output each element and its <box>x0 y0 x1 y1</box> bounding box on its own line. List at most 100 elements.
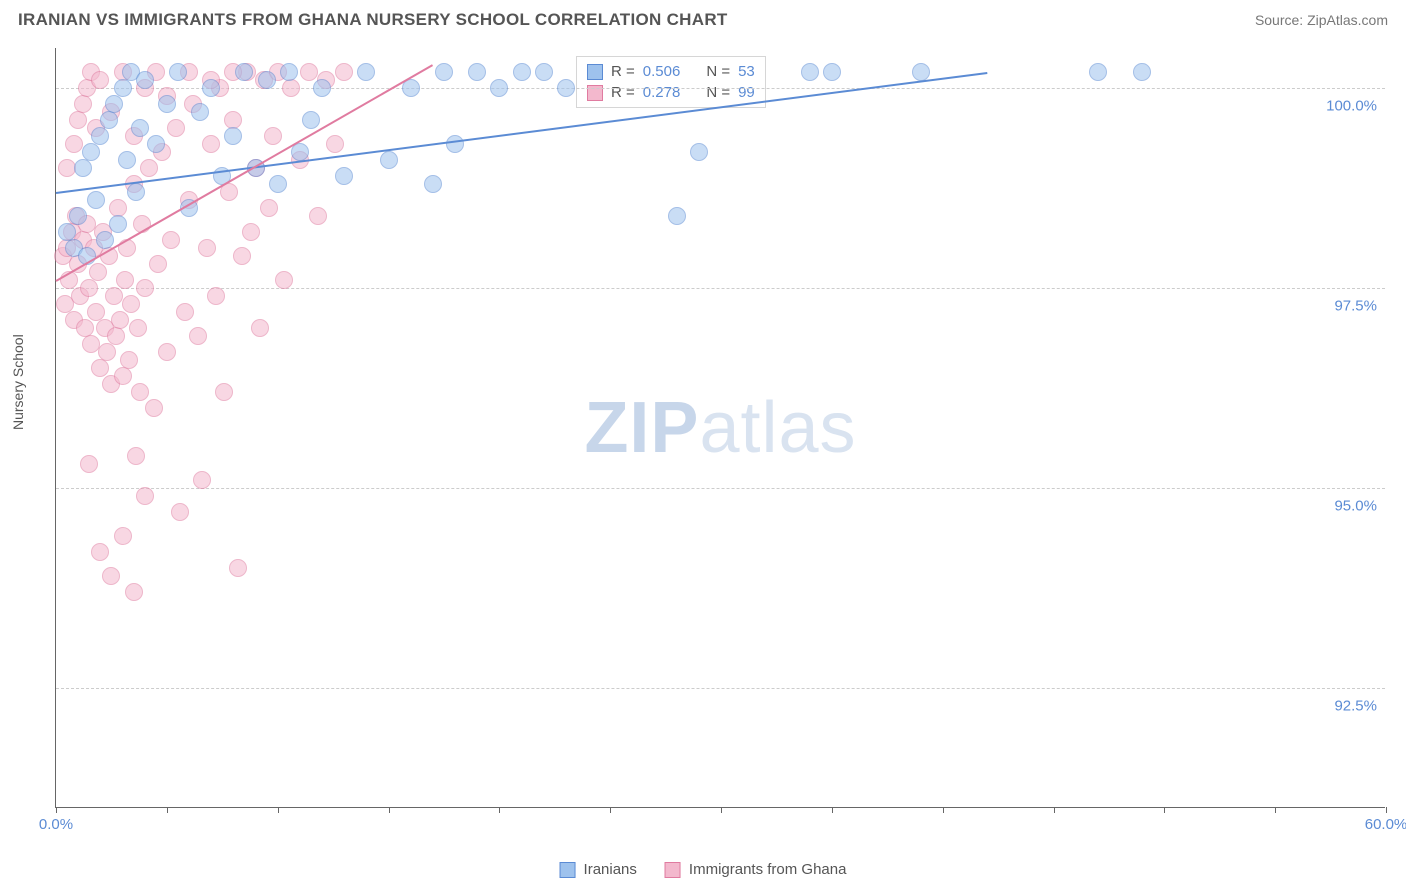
scatter-point <box>125 583 143 601</box>
scatter-point <box>235 63 253 81</box>
scatter-point <box>65 135 83 153</box>
r-label: R = <box>611 63 635 80</box>
scatter-point <box>309 207 327 225</box>
scatter-point <box>149 255 167 273</box>
swatch-icon <box>665 862 681 878</box>
gridline <box>56 288 1385 289</box>
scatter-point <box>380 151 398 169</box>
chart-header: IRANIAN VS IMMIGRANTS FROM GHANA NURSERY… <box>0 0 1406 38</box>
scatter-point <box>114 79 132 97</box>
scatter-point <box>269 175 287 193</box>
swatch-icon <box>587 85 603 101</box>
x-tick <box>832 807 833 813</box>
scatter-point <box>158 343 176 361</box>
scatter-point <box>435 63 453 81</box>
scatter-point <box>215 383 233 401</box>
scatter-point <box>129 319 147 337</box>
scatter-point <box>260 199 278 217</box>
scatter-point <box>118 151 136 169</box>
scatter-point <box>87 191 105 209</box>
x-tick <box>1386 807 1387 813</box>
scatter-point <box>823 63 841 81</box>
legend-item-ghana: Immigrants from Ghana <box>665 861 847 878</box>
scatter-point <box>690 143 708 161</box>
x-tick <box>167 807 168 813</box>
scatter-point <box>229 559 247 577</box>
r-label: R = <box>611 84 635 101</box>
scatter-point <box>107 327 125 345</box>
scatter-point <box>69 111 87 129</box>
n-value: 53 <box>738 63 755 80</box>
y-tick-label: 92.5% <box>1334 698 1377 715</box>
scatter-point <box>275 271 293 289</box>
n-value: 99 <box>738 84 755 101</box>
scatter-point <box>242 223 260 241</box>
chart-title: IRANIAN VS IMMIGRANTS FROM GHANA NURSERY… <box>18 10 728 30</box>
x-tick <box>499 807 500 813</box>
scatter-point <box>136 487 154 505</box>
scatter-point <box>302 111 320 129</box>
scatter-point <box>116 271 134 289</box>
scatter-point <box>74 95 92 113</box>
watermark: ZIPatlas <box>584 387 856 469</box>
scatter-point <box>69 207 87 225</box>
scatter-point <box>202 79 220 97</box>
scatter-point <box>490 79 508 97</box>
scatter-point <box>140 159 158 177</box>
scatter-point <box>251 319 269 337</box>
x-tick-label: 0.0% <box>39 816 73 833</box>
legend: Iranians Immigrants from Ghana <box>560 861 847 878</box>
scatter-point <box>114 367 132 385</box>
stats-row: R =0.506N =53 <box>587 61 755 82</box>
x-tick <box>389 807 390 813</box>
scatter-point <box>102 567 120 585</box>
legend-label: Immigrants from Ghana <box>689 861 847 878</box>
scatter-point <box>668 207 686 225</box>
scatter-point <box>109 215 127 233</box>
scatter-point <box>424 175 442 193</box>
scatter-point <box>193 471 211 489</box>
scatter-point <box>282 79 300 97</box>
x-tick <box>1164 807 1165 813</box>
x-tick <box>1275 807 1276 813</box>
scatter-point <box>280 63 298 81</box>
n-label: N = <box>706 84 730 101</box>
gridline <box>56 488 1385 489</box>
scatter-point <box>91 359 109 377</box>
scatter-point <box>162 231 180 249</box>
scatter-point <box>169 63 187 81</box>
scatter-point <box>535 63 553 81</box>
scatter-point <box>89 263 107 281</box>
scatter-point <box>82 143 100 161</box>
legend-item-iranians: Iranians <box>560 861 637 878</box>
scatter-point <box>513 63 531 81</box>
scatter-point <box>326 135 344 153</box>
scatter-point <box>912 63 930 81</box>
r-value: 0.278 <box>643 84 681 101</box>
scatter-point <box>468 63 486 81</box>
legend-label: Iranians <box>584 861 637 878</box>
scatter-point <box>357 63 375 81</box>
scatter-point <box>313 79 331 97</box>
x-tick <box>610 807 611 813</box>
stats-row: R = 0.278 N = 99 <box>587 82 755 103</box>
scatter-point <box>111 311 129 329</box>
correlation-stats-box: R = 0.506 N = 53 R = 0.278 N = 99 <box>576 56 766 108</box>
scatter-point <box>191 103 209 121</box>
r-value: 0.506 <box>643 63 681 80</box>
x-tick <box>943 807 944 813</box>
scatter-point <box>122 295 140 313</box>
scatter-point <box>258 71 276 89</box>
scatter-point <box>127 183 145 201</box>
gridline <box>56 88 1385 89</box>
scatter-point <box>167 119 185 137</box>
scatter-point <box>198 239 216 257</box>
scatter-point <box>127 447 145 465</box>
scatter-point <box>224 127 242 145</box>
x-tick <box>721 807 722 813</box>
scatter-point <box>335 63 353 81</box>
x-tick <box>1054 807 1055 813</box>
y-axis-label: Nursery School <box>10 334 26 430</box>
y-tick-label: 97.5% <box>1334 298 1377 315</box>
y-tick-label: 95.0% <box>1334 498 1377 515</box>
